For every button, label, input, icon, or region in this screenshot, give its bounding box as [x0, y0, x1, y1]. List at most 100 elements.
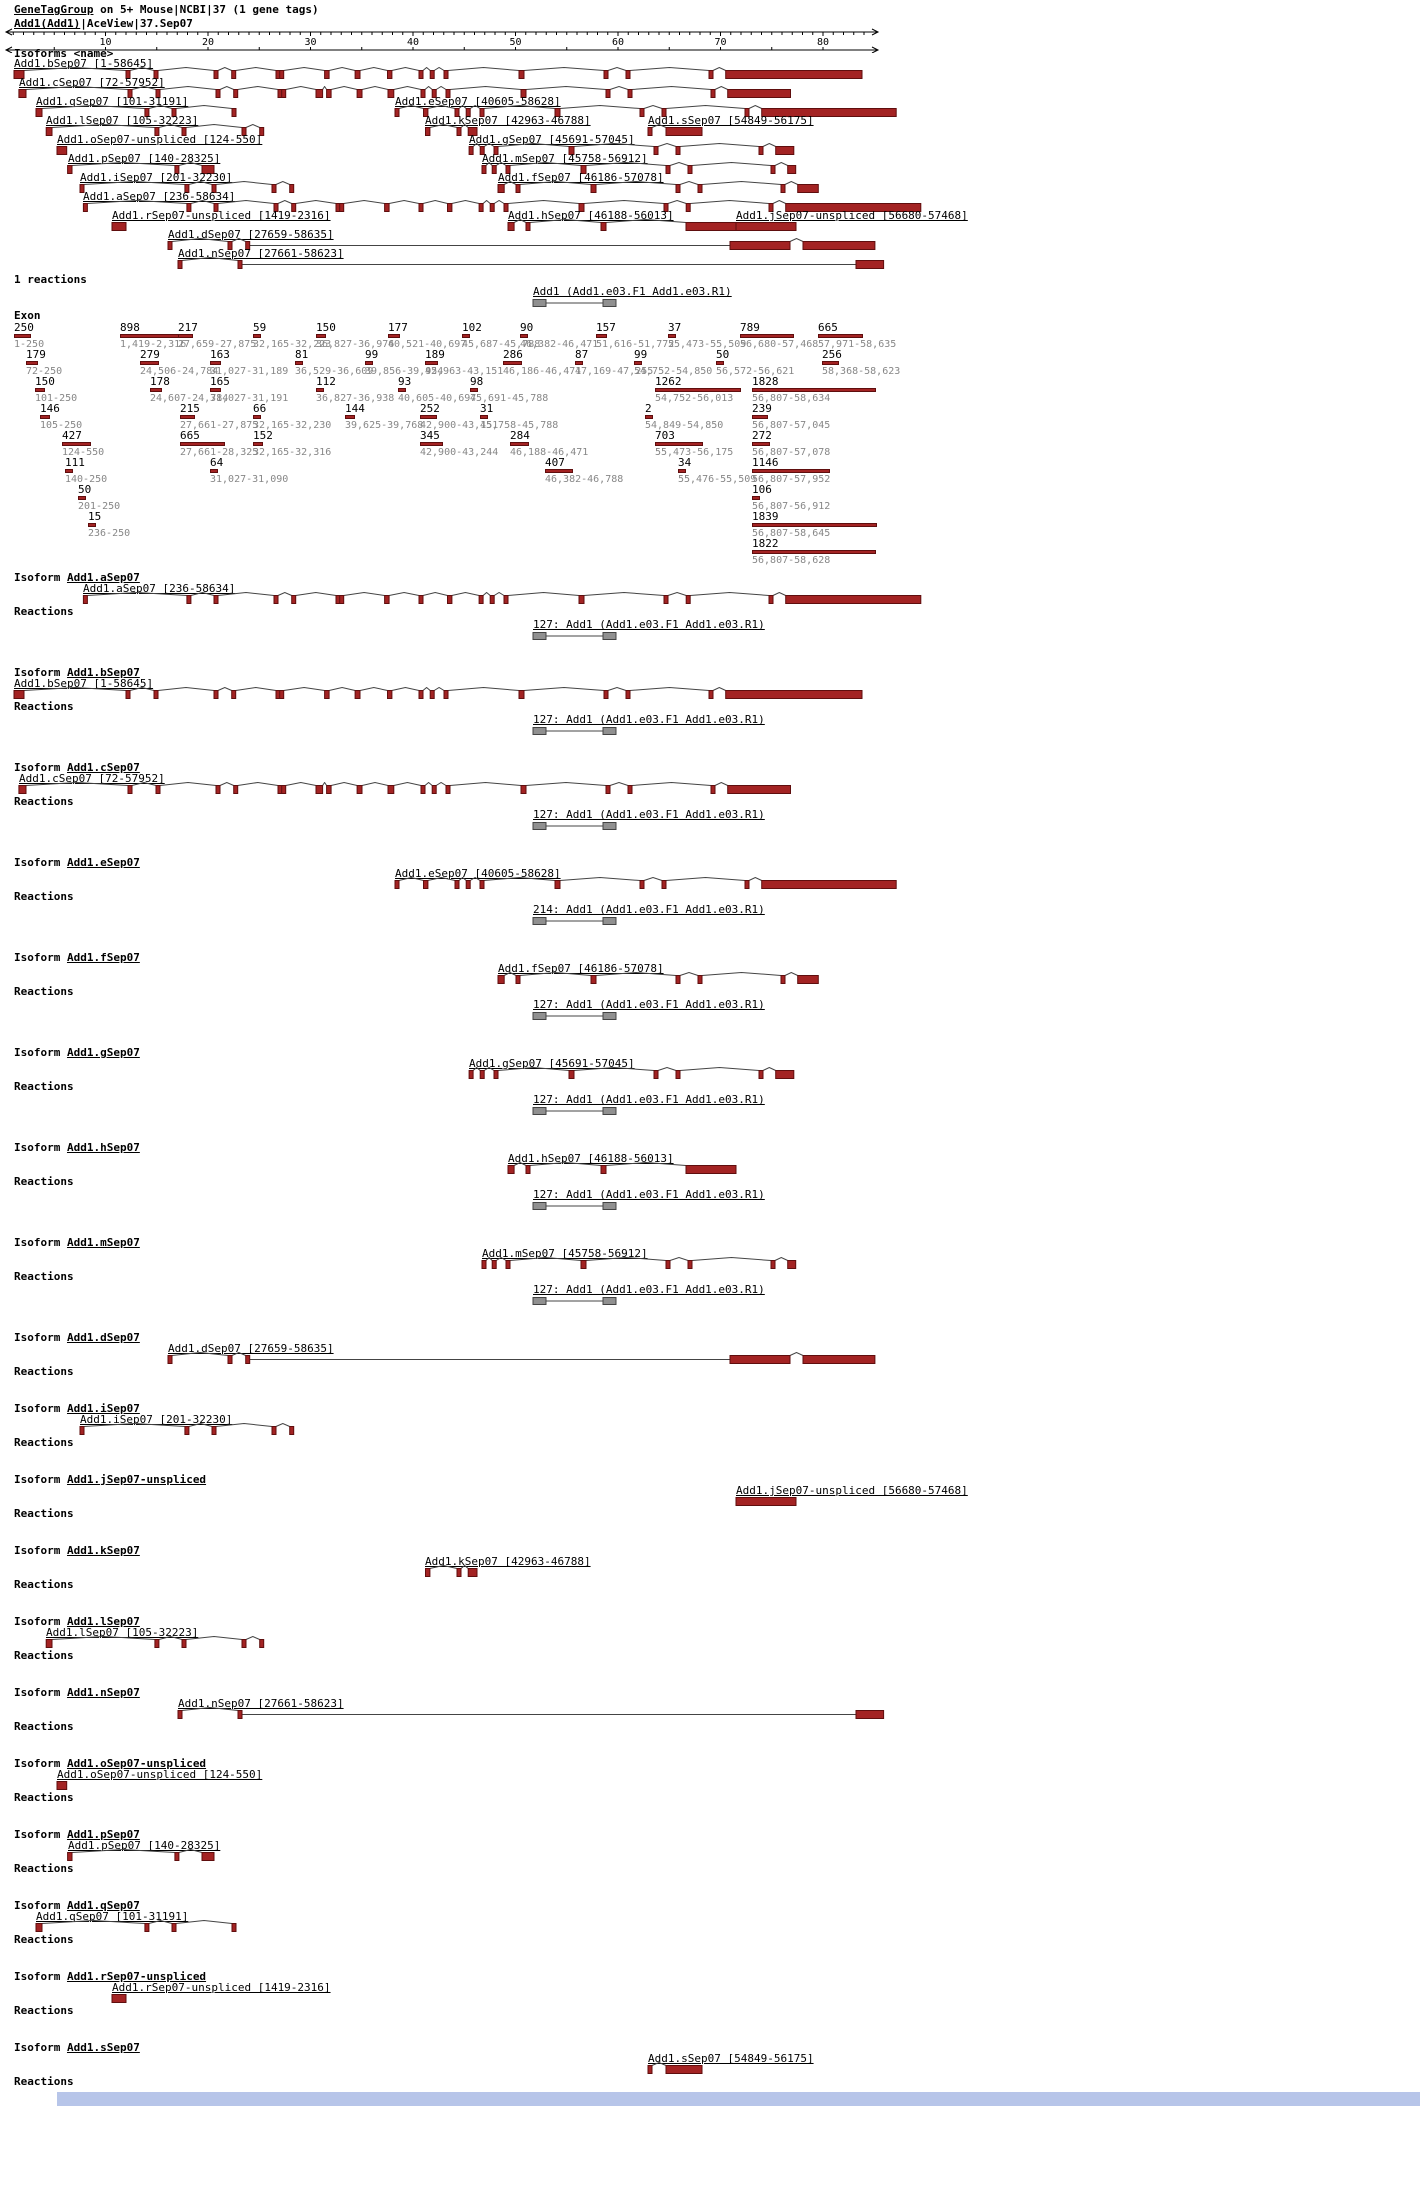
exon-length-link[interactable]: 1828	[752, 375, 779, 388]
reaction-label[interactable]: 127: Add1 (Add1.e03.F1 Add1.e03.R1)	[533, 1093, 765, 1106]
exon-length-link[interactable]: 98	[470, 375, 484, 388]
exon-length-link[interactable]: 93	[398, 375, 412, 388]
isoform-track-label[interactable]: Add1.jSep07-unspliced [56680-57468]	[736, 1484, 968, 1497]
exon-length-link[interactable]: 789	[740, 321, 760, 334]
isoform-section-name-link[interactable]: Add1.aSep07	[66, 571, 140, 584]
isoform-section-name-link[interactable]: Add1.mSep07	[66, 1236, 140, 1249]
isoform-section-name-link[interactable]: Add1.hSep07	[66, 1141, 140, 1154]
gene-tag-group-link[interactable]: GeneTagGroup	[14, 3, 94, 16]
isoform-section-name-link[interactable]: Add1.dSep07	[66, 1331, 140, 1344]
exon-length-link[interactable]: 407	[545, 456, 565, 469]
isoform-track-label[interactable]: Add1.iSep07 [201-32230]	[80, 1413, 233, 1426]
isoform-section-name-link[interactable]: Add1.cSep07	[66, 761, 140, 774]
isoform-track-label[interactable]: Add1.jSep07-unspliced [56680-57468]	[736, 209, 968, 222]
isoform-track-label[interactable]: Add1.kSep07 [42963-46788]	[425, 1555, 591, 1568]
isoform-track[interactable]	[0, 1920, 1000, 1933]
isoform-track[interactable]	[0, 257, 1000, 270]
exon-length-link[interactable]: 665	[818, 321, 838, 334]
isoform-track-label[interactable]: Add1.hSep07 [46188-56013]	[508, 209, 674, 222]
isoform-track[interactable]	[0, 124, 1000, 137]
exon-length-link[interactable]: 179	[26, 348, 46, 361]
isoform-section-name-link[interactable]: Add1.sSep07	[66, 2041, 140, 2054]
exon-length-link[interactable]: 64	[210, 456, 224, 469]
isoform-track-label[interactable]: Add1.mSep07 [45758-56912]	[482, 1247, 648, 1260]
isoform-track-label[interactable]: Add1.iSep07 [201-32230]	[80, 171, 233, 184]
exon-length-link[interactable]: 150	[316, 321, 336, 334]
exon-length-link[interactable]: 1146	[752, 456, 779, 469]
isoform-section-name-link[interactable]: Add1.kSep07	[66, 1544, 140, 1557]
exon-length-link[interactable]: 34	[678, 456, 692, 469]
reaction-label[interactable]: 127: Add1 (Add1.e03.F1 Add1.e03.R1)	[533, 713, 765, 726]
isoform-track[interactable]	[0, 219, 1000, 232]
isoform-track-label[interactable]: Add1.dSep07 [27659-58635]	[168, 228, 334, 241]
isoform-track[interactable]	[0, 782, 1000, 795]
isoform-track[interactable]	[0, 1067, 1000, 1080]
isoform-section-name-link[interactable]: Add1.lSep07	[66, 1615, 140, 1628]
exon-length-link[interactable]: 250	[14, 321, 34, 334]
isoform-track[interactable]	[0, 1707, 1000, 1720]
exon-length-link[interactable]: 152	[253, 429, 273, 442]
exon-length-link[interactable]: 66	[253, 402, 267, 415]
exon-length-link[interactable]: 898	[120, 321, 140, 334]
isoform-track[interactable]	[0, 877, 1000, 890]
exon-length-link[interactable]: 106	[752, 483, 772, 496]
exon-length-link[interactable]: 102	[462, 321, 482, 334]
isoform-track-label[interactable]: Add1.hSep07 [46188-56013]	[508, 1152, 674, 1165]
isoform-track-label[interactable]: Add1.eSep07 [40605-58628]	[395, 95, 561, 108]
isoform-track[interactable]	[0, 2062, 1000, 2075]
exon-length-link[interactable]: 1839	[752, 510, 779, 523]
isoform-track-label[interactable]: Add1.pSep07 [140-28325]	[68, 1839, 221, 1852]
exon-length-link[interactable]: 50	[716, 348, 730, 361]
exon-length-link[interactable]: 111	[65, 456, 85, 469]
exon-length-link[interactable]: 146	[40, 402, 60, 415]
isoform-track-label[interactable]: Add1.cSep07 [72-57952]	[19, 76, 165, 89]
isoform-track[interactable]	[0, 1849, 1000, 1862]
exon-length-link[interactable]: 90	[520, 321, 534, 334]
reaction-primer-pair-graphic[interactable]	[0, 1105, 700, 1117]
exon-length-link[interactable]: 286	[503, 348, 523, 361]
exon-length-link[interactable]: 217	[178, 321, 198, 334]
exon-length-link[interactable]: 345	[420, 429, 440, 442]
exon-length-link[interactable]: 163	[210, 348, 230, 361]
isoform-track[interactable]	[0, 105, 1000, 118]
isoform-track[interactable]	[0, 1162, 1000, 1175]
isoform-section-name-link[interactable]: Add1.pSep07	[66, 1828, 140, 1841]
isoform-track[interactable]	[0, 687, 1000, 700]
isoform-section-name-link[interactable]: Add1.jSep07-unspliced	[66, 1473, 207, 1486]
exon-length-link[interactable]: 1262	[655, 375, 682, 388]
isoform-track[interactable]	[0, 124, 1000, 137]
exon-length-link[interactable]: 189	[425, 348, 445, 361]
reaction-label[interactable]: 127: Add1 (Add1.e03.F1 Add1.e03.R1)	[533, 618, 765, 631]
isoform-track-label[interactable]: Add1.rSep07-unspliced [1419-2316]	[112, 209, 331, 222]
exon-length-link[interactable]: 177	[388, 321, 408, 334]
isoform-section-name-link[interactable]: Add1.oSep07-unspliced	[66, 1757, 207, 1770]
exon-length-link[interactable]: 239	[752, 402, 772, 415]
exon-length-link[interactable]: 144	[345, 402, 365, 415]
reaction-primer-pair-graphic[interactable]	[0, 297, 700, 309]
isoform-track-label[interactable]: Add1.lSep07 [105-32223]	[46, 114, 199, 127]
isoform-track[interactable]	[0, 124, 1000, 137]
isoform-track[interactable]	[0, 219, 1000, 232]
exon-length-link[interactable]: 178	[150, 375, 170, 388]
exon-length-link[interactable]: 2	[645, 402, 652, 415]
isoform-track[interactable]	[0, 219, 1000, 232]
isoform-track[interactable]	[0, 200, 1000, 213]
isoform-track-label[interactable]: Add1.nSep07 [27661-58623]	[178, 1697, 344, 1710]
exon-length-link[interactable]: 37	[668, 321, 682, 334]
isoform-section-name-link[interactable]: Add1.gSep07	[66, 1046, 140, 1059]
isoform-track[interactable]	[0, 1636, 1000, 1649]
isoform-section-name-link[interactable]: Add1.qSep07	[66, 1899, 140, 1912]
reaction-primer-pair-graphic[interactable]	[0, 1200, 700, 1212]
reaction-label[interactable]: 214: Add1 (Add1.e03.F1 Add1.e03.R1)	[533, 903, 765, 916]
isoform-track[interactable]	[0, 1494, 1000, 1507]
isoform-track-label[interactable]: Add1.mSep07 [45758-56912]	[482, 152, 648, 165]
isoform-track-label[interactable]: Add1.bSep07 [1-58645]	[14, 57, 154, 70]
exon-length-link[interactable]: 665	[180, 429, 200, 442]
isoform-track[interactable]	[0, 1778, 1000, 1791]
reaction-label[interactable]: 127: Add1 (Add1.e03.F1 Add1.e03.R1)	[533, 1283, 765, 1296]
isoform-track-label[interactable]: Add1.oSep07-unspliced [124-550]	[57, 133, 263, 146]
reaction-label[interactable]: 127: Add1 (Add1.e03.F1 Add1.e03.R1)	[533, 808, 765, 821]
reaction-primer-pair-graphic[interactable]	[0, 630, 700, 642]
isoform-track[interactable]	[0, 972, 1000, 985]
isoform-track[interactable]	[0, 105, 1000, 118]
